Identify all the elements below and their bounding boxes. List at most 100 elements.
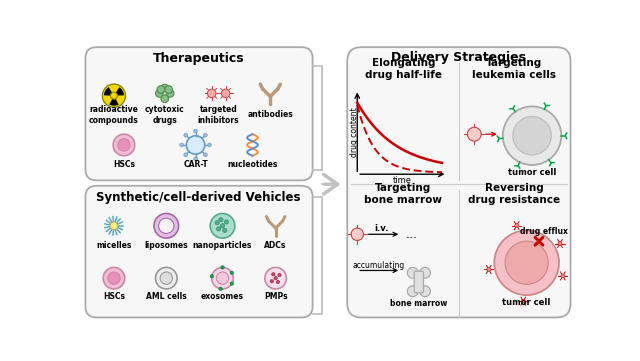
Circle shape: [210, 275, 214, 278]
Text: tumor cell: tumor cell: [508, 168, 556, 177]
Circle shape: [420, 286, 431, 297]
Circle shape: [207, 89, 216, 97]
Text: bone marrow: bone marrow: [390, 299, 447, 308]
Circle shape: [230, 271, 234, 274]
Circle shape: [274, 277, 277, 280]
Text: antibodies: antibodies: [248, 110, 293, 119]
Circle shape: [156, 268, 177, 289]
Circle shape: [216, 272, 228, 284]
Circle shape: [161, 95, 168, 103]
Circle shape: [270, 279, 273, 283]
Text: accumulating: accumulating: [353, 261, 405, 270]
Circle shape: [118, 139, 130, 151]
Text: Reversing
drug resistance: Reversing drug resistance: [468, 183, 561, 205]
Text: i.v.: i.v.: [374, 225, 389, 234]
Circle shape: [215, 221, 220, 225]
Circle shape: [420, 268, 431, 278]
Circle shape: [154, 213, 179, 238]
Text: HSCs: HSCs: [103, 292, 125, 301]
Circle shape: [102, 84, 125, 107]
Text: cytotoxic
drugs: cytotoxic drugs: [145, 105, 184, 125]
Circle shape: [271, 273, 275, 276]
Circle shape: [558, 242, 562, 245]
Text: radioactive
compounds: radioactive compounds: [89, 105, 139, 125]
Text: drug efflux: drug efflux: [520, 227, 568, 236]
Circle shape: [194, 157, 198, 161]
Circle shape: [161, 84, 168, 92]
Text: nucleotides: nucleotides: [227, 160, 278, 169]
Text: micelles: micelles: [96, 240, 132, 249]
Text: Delivery Strategies: Delivery Strategies: [392, 51, 526, 64]
Circle shape: [230, 282, 234, 285]
Circle shape: [407, 268, 418, 278]
Circle shape: [220, 224, 225, 228]
Circle shape: [503, 106, 561, 165]
Text: exosomes: exosomes: [201, 292, 244, 301]
Circle shape: [522, 299, 525, 303]
Text: liposomes: liposomes: [145, 240, 188, 249]
Circle shape: [210, 213, 235, 238]
Circle shape: [505, 241, 548, 284]
Text: tumor cell: tumor cell: [502, 298, 551, 307]
Circle shape: [467, 127, 481, 141]
Circle shape: [221, 89, 230, 97]
Circle shape: [219, 287, 222, 291]
Circle shape: [184, 153, 188, 157]
Text: Synthetic/cell-derived Vehicles: Synthetic/cell-derived Vehicles: [97, 191, 301, 204]
Circle shape: [351, 228, 364, 240]
Circle shape: [204, 133, 207, 137]
Circle shape: [212, 268, 234, 289]
Circle shape: [186, 136, 205, 154]
Circle shape: [113, 134, 135, 156]
Text: drug content: drug content: [349, 107, 358, 157]
Circle shape: [513, 117, 551, 155]
Circle shape: [561, 274, 564, 278]
Circle shape: [207, 143, 211, 147]
Circle shape: [219, 217, 223, 222]
Circle shape: [204, 153, 207, 157]
Circle shape: [103, 268, 125, 289]
Circle shape: [216, 227, 221, 231]
Text: HSCs: HSCs: [113, 160, 135, 169]
FancyBboxPatch shape: [414, 271, 424, 293]
Circle shape: [265, 268, 287, 289]
Text: Elongating
drug half-life: Elongating drug half-life: [365, 58, 442, 79]
Circle shape: [487, 268, 491, 271]
Circle shape: [221, 266, 224, 269]
Wedge shape: [114, 87, 124, 96]
Text: Targeting
leukemia cells: Targeting leukemia cells: [472, 58, 556, 79]
FancyBboxPatch shape: [348, 47, 570, 317]
Circle shape: [164, 86, 172, 93]
Circle shape: [160, 272, 172, 284]
Circle shape: [223, 228, 227, 232]
Text: Therapeutics: Therapeutics: [153, 52, 244, 65]
Circle shape: [276, 280, 280, 284]
Circle shape: [157, 86, 164, 93]
Text: time: time: [392, 176, 412, 185]
Circle shape: [108, 272, 120, 284]
Text: ...: ...: [405, 228, 417, 241]
Text: ADCs: ADCs: [264, 240, 287, 249]
Circle shape: [494, 230, 559, 295]
Circle shape: [159, 218, 174, 234]
FancyBboxPatch shape: [86, 186, 312, 317]
Circle shape: [110, 222, 118, 230]
Text: CAR-T: CAR-T: [183, 160, 208, 169]
Wedge shape: [104, 87, 114, 96]
Circle shape: [156, 90, 163, 97]
FancyArrowPatch shape: [324, 174, 337, 194]
Circle shape: [515, 224, 518, 227]
Text: AML cells: AML cells: [146, 292, 187, 301]
Text: nanoparticles: nanoparticles: [193, 240, 252, 249]
Circle shape: [224, 220, 228, 224]
Text: targeted
inhibitors: targeted inhibitors: [198, 105, 239, 125]
Circle shape: [166, 90, 174, 97]
Circle shape: [407, 286, 418, 297]
Wedge shape: [109, 96, 118, 106]
Circle shape: [278, 273, 281, 277]
Circle shape: [180, 143, 184, 147]
Circle shape: [184, 133, 188, 137]
Circle shape: [194, 129, 198, 133]
Text: PMPs: PMPs: [264, 292, 287, 301]
Circle shape: [111, 92, 117, 99]
